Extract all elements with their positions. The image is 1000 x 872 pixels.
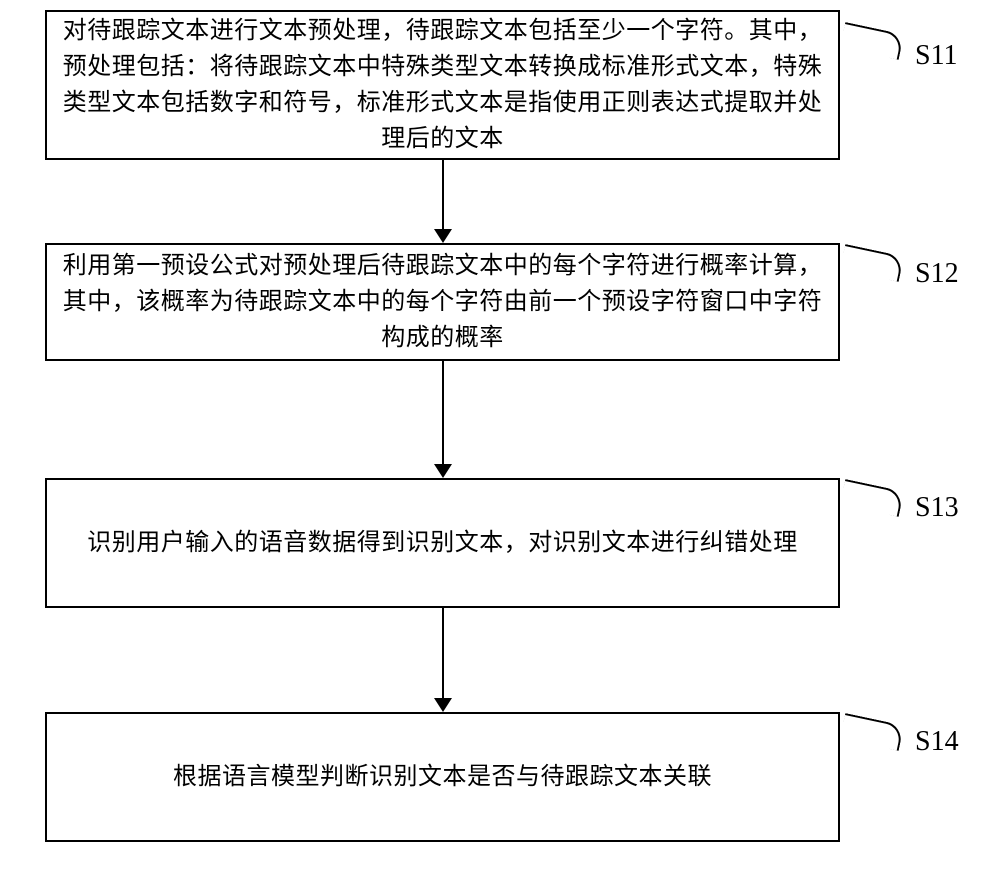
label-connector-s12 [840, 244, 904, 282]
step-text-s11: 对待跟踪文本进行文本预处理，待跟踪文本包括至少一个字符。其中，预处理包括：将待跟… [61, 13, 824, 157]
arrow-s13-s14-line [442, 608, 444, 698]
step-label-s12: S12 [915, 258, 959, 290]
step-label-s14: S14 [915, 726, 959, 758]
arrow-s12-s13-line [442, 361, 444, 464]
step-box-s14: 根据语言模型判断识别文本是否与待跟踪文本关联 [45, 712, 840, 842]
arrow-s11-s12-line [442, 160, 444, 229]
arrow-s12-s13-head [434, 464, 452, 478]
step-box-s11: 对待跟踪文本进行文本预处理，待跟踪文本包括至少一个字符。其中，预处理包括：将待跟… [45, 10, 840, 160]
step-text-s12: 利用第一预设公式对预处理后待跟踪文本中的每个字符进行概率计算，其中，该概率为待跟… [61, 248, 824, 356]
flowchart-canvas: 对待跟踪文本进行文本预处理，待跟踪文本包括至少一个字符。其中，预处理包括：将待跟… [0, 0, 1000, 872]
step-text-s14: 根据语言模型判断识别文本是否与待跟踪文本关联 [173, 759, 712, 795]
step-text-s13: 识别用户输入的语音数据得到识别文本，对识别文本进行纠错处理 [87, 525, 798, 561]
label-connector-s11 [840, 22, 904, 60]
step-label-s13: S13 [915, 492, 959, 524]
label-connector-s13 [840, 479, 904, 517]
arrow-s11-s12-head [434, 229, 452, 243]
step-box-s12: 利用第一预设公式对预处理后待跟踪文本中的每个字符进行概率计算，其中，该概率为待跟… [45, 243, 840, 361]
step-label-s11: S11 [915, 40, 958, 72]
arrow-s13-s14-head [434, 698, 452, 712]
label-connector-s14 [840, 713, 904, 751]
step-box-s13: 识别用户输入的语音数据得到识别文本，对识别文本进行纠错处理 [45, 478, 840, 608]
